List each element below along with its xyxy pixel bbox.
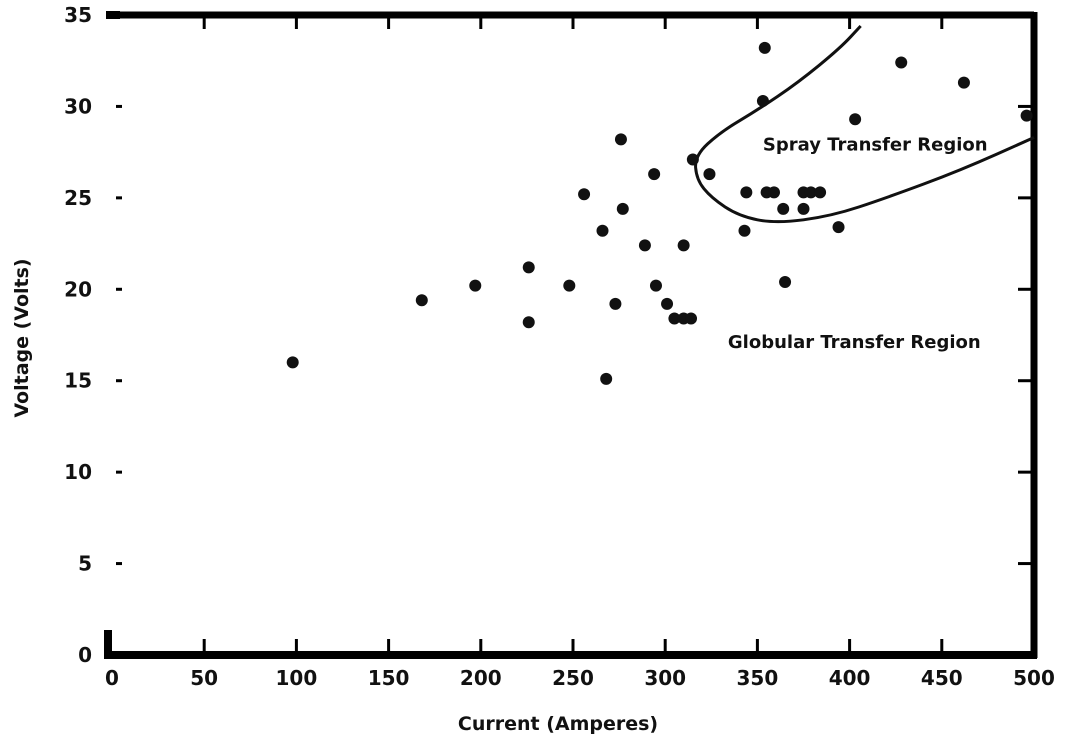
- data-point: [957, 76, 970, 89]
- data-point: [797, 202, 810, 215]
- data-point: [677, 239, 690, 252]
- y-tick-label: 30: [64, 94, 92, 118]
- region-label: Globular Transfer Region: [728, 332, 981, 353]
- x-axis-title: Current (Amperes): [458, 713, 658, 735]
- data-point: [522, 316, 535, 329]
- y-tick-label: 35: [64, 3, 92, 27]
- x-tick-label: 500: [1013, 666, 1055, 690]
- x-axis-ticks: 0 50 100 150 200 250 300 350 400 450 500: [105, 15, 1055, 690]
- x-tick-label: 450: [921, 666, 963, 690]
- data-point: [849, 113, 862, 126]
- data-point: [661, 297, 674, 310]
- data-point: [648, 168, 661, 181]
- data-point: [668, 312, 681, 325]
- data-point: [895, 56, 908, 69]
- y-tick-label: 20: [64, 277, 92, 301]
- x-tick-label: 150: [368, 666, 410, 690]
- data-point: [756, 94, 769, 107]
- data-point: [609, 297, 622, 310]
- data-point: [596, 224, 609, 237]
- y-tick-label: 25: [64, 186, 92, 210]
- x-tick-label: 0: [105, 666, 119, 690]
- data-points: [286, 41, 1033, 385]
- data-point: [638, 239, 651, 252]
- data-point: [686, 153, 699, 166]
- x-tick-label: 300: [644, 666, 686, 690]
- region-label: Spray Transfer Region: [763, 134, 988, 155]
- data-point: [649, 279, 662, 292]
- data-point: [738, 224, 751, 237]
- data-point: [767, 186, 780, 199]
- y-tick-label: 15: [64, 369, 92, 393]
- data-point: [522, 261, 535, 274]
- y-tick-label: 10: [64, 460, 92, 484]
- data-point: [804, 186, 817, 199]
- region-annotations: Spray Transfer Region Globular Transfer R…: [728, 134, 988, 352]
- data-point: [814, 186, 827, 199]
- y-axis-title: Voltage (Volts): [11, 258, 33, 417]
- data-point: [415, 294, 428, 307]
- data-point: [286, 356, 299, 369]
- data-point: [1020, 109, 1033, 122]
- x-tick-label: 400: [829, 666, 871, 690]
- x-tick-label: 50: [190, 666, 218, 690]
- data-point: [616, 202, 629, 215]
- x-tick-label: 100: [276, 666, 318, 690]
- data-point: [563, 279, 576, 292]
- data-point: [779, 275, 792, 288]
- data-point: [758, 41, 771, 54]
- y-tick-label: 5: [78, 552, 92, 576]
- data-point: [832, 221, 845, 234]
- data-point: [777, 202, 790, 215]
- data-point: [685, 312, 698, 325]
- y-tick-label: 0: [78, 643, 92, 667]
- data-point: [740, 186, 753, 199]
- data-point: [600, 372, 613, 385]
- data-point: [469, 279, 482, 292]
- data-point: [703, 168, 716, 181]
- spray-region-boundary: [694, 24, 1035, 224]
- x-tick-label: 200: [460, 666, 502, 690]
- x-tick-label: 250: [552, 666, 594, 690]
- data-point: [578, 188, 591, 201]
- data-point: [614, 133, 627, 146]
- x-tick-label: 350: [737, 666, 779, 690]
- y-axis-ticks: 0 5 10 15 20 25 30 35: [64, 3, 1034, 667]
